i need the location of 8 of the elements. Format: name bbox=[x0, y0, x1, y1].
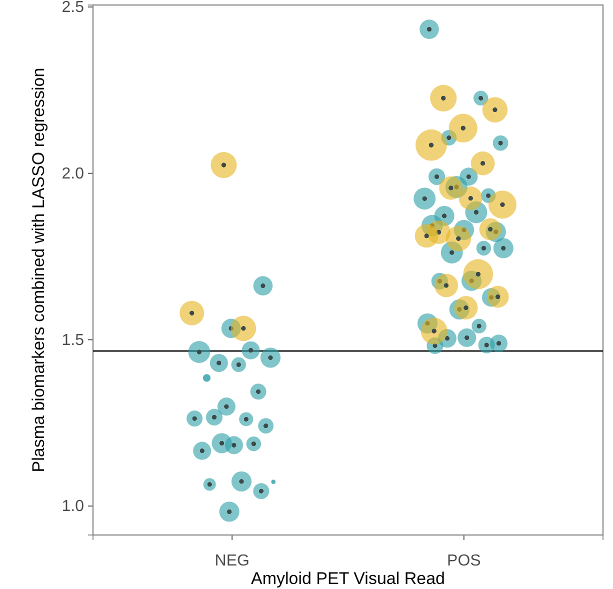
y-tick-label: 2.5 bbox=[62, 0, 84, 16]
y-axis-title: Plasma biomarkers combined with LASSO regression bbox=[29, 68, 48, 472]
y-tick-label: 1.5 bbox=[62, 332, 84, 349]
y-tick-label: 1.0 bbox=[62, 498, 84, 516]
x-tick-label: NEG bbox=[214, 552, 250, 570]
x-tick-label: POS bbox=[447, 552, 481, 570]
x-axis-title: Amyloid PET Visual Read bbox=[250, 569, 446, 588]
y-tick-label: 2.0 bbox=[62, 165, 84, 182]
